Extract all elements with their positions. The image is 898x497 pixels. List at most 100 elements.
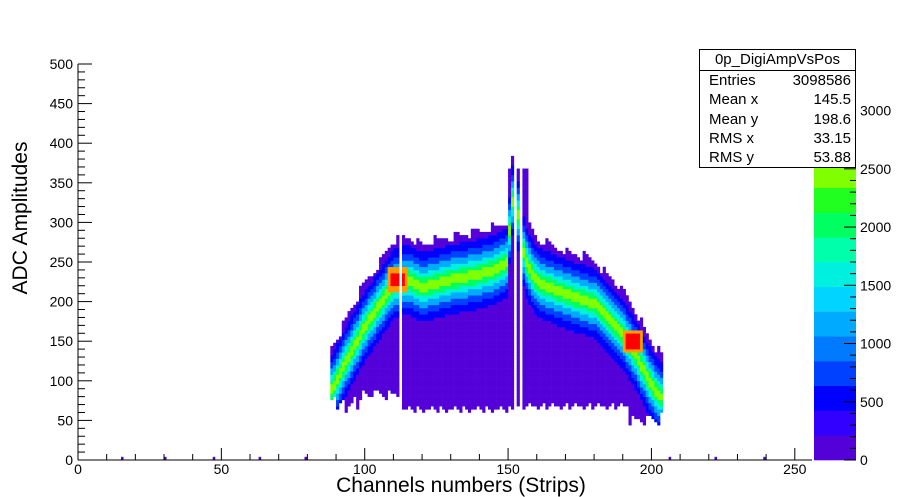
heatmap-cell [485, 368, 489, 372]
heatmap-cell [631, 377, 635, 382]
heatmap-cell [427, 301, 431, 306]
heatmap-cell [430, 390, 434, 394]
heatmap-cell [485, 374, 489, 378]
heatmap-cell [533, 368, 538, 372]
heatmap-cell [330, 352, 334, 356]
heatmap-cell [404, 295, 409, 299]
heatmap-cell [559, 352, 563, 356]
heatmap-cell [470, 247, 474, 252]
heatmap-cell [634, 396, 638, 401]
heatmap-cell [470, 231, 474, 236]
heatmap-cell [476, 402, 480, 407]
heatmap-cell [396, 311, 400, 315]
heatmap-cell [462, 349, 466, 353]
heatmap-cell [536, 393, 540, 397]
heatmap-cell [456, 396, 460, 401]
heatmap-cell [594, 383, 598, 388]
heatmap-cell [485, 276, 489, 280]
heatmap-cell [634, 320, 638, 325]
heatmap-cell [488, 292, 492, 296]
heatmap-cell [493, 235, 497, 239]
heatmap-cell [430, 260, 434, 264]
heatmap-cell [390, 304, 394, 309]
heatmap-cell [488, 314, 492, 318]
heatmap-cell [562, 380, 566, 385]
heatmap-cell [631, 412, 635, 416]
heatmap-cell [419, 377, 423, 382]
heatmap-cell [522, 181, 526, 185]
heatmap-cell [347, 336, 351, 340]
heatmap-cell [617, 402, 621, 407]
heatmap-cell [536, 311, 540, 315]
heatmap-cell [496, 298, 500, 302]
heatmap-cell [568, 320, 572, 325]
heatmap-cell [347, 368, 351, 372]
heatmap-cell [525, 402, 529, 407]
heatmap-cell [456, 254, 460, 258]
heatmap-cell [608, 396, 612, 401]
heatmap-cell [330, 345, 334, 350]
heatmap-cell [376, 279, 380, 283]
heatmap-cell [591, 260, 595, 264]
heatmap-cell [551, 390, 555, 394]
heatmap-cell [413, 406, 417, 410]
heatmap-cell [614, 358, 618, 363]
heatmap-cell [510, 276, 515, 280]
heatmap-cell [442, 352, 446, 356]
heatmap-cell [596, 304, 601, 309]
heatmap-cell [531, 260, 535, 264]
heatmap-cell [393, 339, 397, 344]
heatmap-cell [344, 377, 348, 382]
heatmap-cell [548, 314, 552, 318]
heatmap-cell [502, 364, 506, 369]
heatmap-cell [536, 285, 540, 290]
heatmap-cell [516, 298, 520, 302]
heatmap-cell [571, 323, 575, 328]
heatmap-cell [344, 390, 348, 394]
heatmap-cell [384, 273, 388, 277]
heatmap-cell [353, 326, 357, 331]
heatmap-cell [579, 276, 583, 280]
heatmap-cell [525, 279, 529, 283]
heatmap-cell [422, 393, 426, 397]
heatmap-cell [571, 352, 575, 356]
heatmap-cell [473, 377, 477, 382]
heatmap-cell [525, 387, 529, 391]
heatmap-cell [433, 374, 437, 378]
heatmap-cell [424, 355, 429, 359]
heatmap-cell [611, 307, 615, 312]
heatmap-cell [416, 352, 420, 356]
heatmap-cell [539, 352, 543, 356]
heatmap-cell [490, 342, 495, 347]
heatmap-cell [499, 231, 503, 236]
heatmap-cell [545, 250, 549, 255]
heatmap-cell [361, 361, 366, 366]
heatmap-cell [404, 333, 409, 337]
heatmap-cell [465, 371, 469, 375]
heatmap-cell [430, 320, 434, 325]
heatmap-cell [548, 276, 552, 280]
heatmap-cell [401, 371, 406, 375]
heatmap-cell [430, 342, 434, 347]
heatmap-cell [361, 304, 366, 309]
heatmap-cell [410, 314, 414, 318]
heatmap-cell [384, 355, 388, 359]
heatmap-cell [370, 361, 374, 366]
heatmap-cell [341, 336, 345, 340]
heatmap-cell [416, 301, 420, 306]
heatmap-cell [442, 273, 446, 277]
heatmap-cell [387, 336, 391, 340]
heatmap-cell [591, 371, 595, 375]
heatmap-cell [490, 409, 495, 413]
heatmap-cell [596, 352, 601, 356]
heatmap-cell [594, 358, 598, 363]
heatmap-cell [531, 241, 535, 245]
heatmap-cell [462, 311, 466, 315]
heatmap-cell [528, 345, 532, 350]
heatmap-cell [384, 292, 388, 296]
heatmap-cell [533, 390, 538, 394]
heatmap-cell [336, 377, 340, 382]
heatmap-cell [427, 295, 431, 299]
heatmap-cell [551, 285, 555, 290]
heatmap-cell [531, 292, 535, 296]
